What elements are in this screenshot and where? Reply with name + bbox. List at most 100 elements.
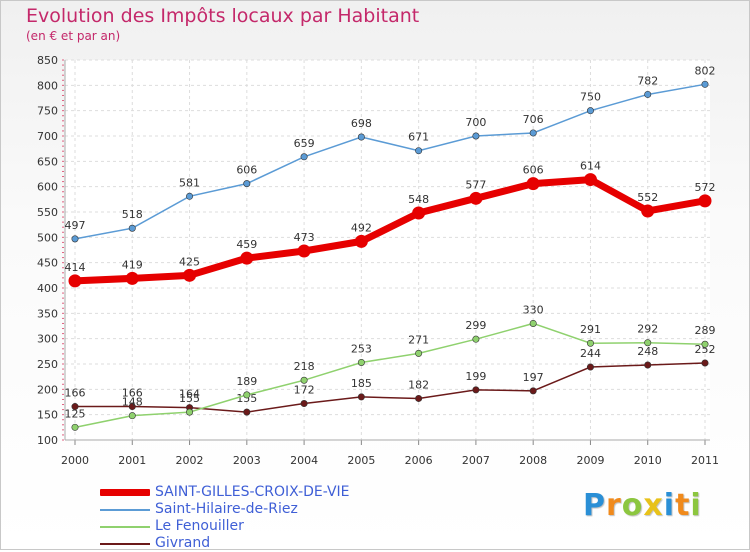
data-point	[412, 206, 426, 220]
data-point	[128, 412, 136, 420]
legend-swatch-givrand	[100, 542, 150, 545]
data-point	[128, 403, 136, 411]
data-point	[68, 274, 82, 288]
legend-item-givrand: Givrand	[100, 535, 350, 552]
data-label: 253	[351, 342, 372, 355]
data-label: 548	[408, 193, 429, 206]
y-tick-label: 550	[37, 206, 58, 219]
data-label: 671	[408, 131, 429, 144]
data-point	[644, 361, 652, 369]
legend: SAINT-GILLES-CROIX-DE-VIE Saint-Hilaire-…	[100, 484, 350, 552]
data-point	[183, 268, 197, 282]
logo-letter: t	[675, 488, 691, 523]
data-label: 750	[580, 91, 601, 104]
data-label: 289	[695, 324, 716, 337]
data-point	[641, 204, 655, 218]
data-point	[701, 359, 709, 367]
x-tick-label: 2001	[118, 454, 146, 467]
series-line	[74, 83, 706, 240]
data-label: 166	[122, 387, 143, 400]
y-tick-label: 250	[37, 358, 58, 371]
data-label: 802	[695, 64, 716, 77]
data-label: 125	[65, 407, 86, 420]
data-point	[240, 251, 254, 265]
x-tick-label: 2005	[347, 454, 375, 467]
data-label: 252	[695, 343, 716, 356]
data-label: 700	[465, 116, 486, 129]
logo-letter: r	[606, 488, 622, 523]
y-tick-label: 800	[37, 79, 58, 92]
data-label: 199	[465, 370, 486, 383]
data-label: 473	[294, 231, 315, 244]
data-label: 185	[351, 377, 372, 390]
logo-letter: x	[643, 488, 664, 523]
x-tick-label: 2002	[176, 454, 204, 467]
y-tick-label: 150	[37, 409, 58, 422]
data-point	[186, 408, 194, 416]
data-point	[71, 423, 79, 431]
chart-subtitle: (en € et par an)	[26, 29, 121, 43]
data-point	[472, 335, 480, 343]
data-label: 271	[408, 333, 429, 346]
data-point	[243, 180, 251, 188]
data-point	[529, 129, 537, 137]
data-label: 782	[637, 74, 658, 87]
x-tick-label: 2008	[519, 454, 547, 467]
legend-item-le-fenouiller: Le Fenouiller	[100, 518, 350, 535]
data-label: 606	[523, 164, 544, 177]
data-point	[357, 358, 365, 366]
data-label: 497	[65, 219, 86, 232]
y-tick-label: 100	[37, 434, 58, 447]
data-point	[469, 191, 483, 205]
data-label: 189	[236, 375, 257, 388]
y-tick-label: 450	[37, 257, 58, 270]
legend-label-le-fenouiller: Le Fenouiller	[155, 518, 244, 534]
data-point	[529, 387, 537, 395]
data-point	[698, 194, 712, 208]
series-line	[74, 322, 706, 429]
x-tick-label: 2004	[290, 454, 318, 467]
data-point	[357, 393, 365, 401]
legend-swatch-saint-gilles	[100, 489, 150, 496]
data-point	[586, 107, 594, 115]
series-saint-hilaire-de-riez: 497 518 581 606 659 698 671 700 706 750 782 802	[65, 64, 716, 243]
data-label: 606	[236, 164, 257, 177]
data-label: 698	[351, 117, 372, 130]
data-label: 155	[179, 392, 200, 405]
data-point	[586, 363, 594, 371]
data-point	[586, 339, 594, 347]
data-label: 414	[65, 261, 86, 274]
legend-swatch-le-fenouiller	[100, 525, 150, 528]
data-label: 572	[695, 181, 716, 194]
data-point	[701, 80, 709, 88]
data-point	[186, 192, 194, 200]
data-point	[472, 386, 480, 394]
data-point	[300, 153, 308, 161]
data-label: 166	[65, 387, 86, 400]
data-label: 659	[294, 137, 315, 150]
proxiti-logo: Proxiti	[583, 488, 702, 523]
y-tick-label: 200	[37, 383, 58, 396]
data-point	[357, 133, 365, 141]
data-label: 155	[236, 392, 257, 405]
logo-letter: i	[690, 488, 702, 523]
data-point	[415, 394, 423, 402]
data-point	[243, 391, 251, 399]
y-tick-label: 650	[37, 155, 58, 168]
legend-item-saint-gilles: SAINT-GILLES-CROIX-DE-VIE	[100, 484, 350, 501]
y-tick-label: 400	[37, 282, 58, 295]
data-label: 218	[294, 360, 315, 373]
data-label: 492	[351, 221, 372, 234]
data-label: 518	[122, 208, 143, 221]
x-tick-label: 2011	[691, 454, 719, 467]
logo-letter: o	[621, 488, 644, 523]
data-label: 291	[580, 323, 601, 336]
data-point	[300, 376, 308, 384]
y-tick-label: 300	[37, 333, 58, 346]
chart-title: Evolution des Impôts locaux par Habitant	[26, 5, 420, 27]
series-line	[75, 362, 706, 413]
data-point	[701, 340, 709, 348]
legend-swatch-saint-hilaire	[100, 508, 150, 511]
data-label: 292	[637, 323, 658, 336]
